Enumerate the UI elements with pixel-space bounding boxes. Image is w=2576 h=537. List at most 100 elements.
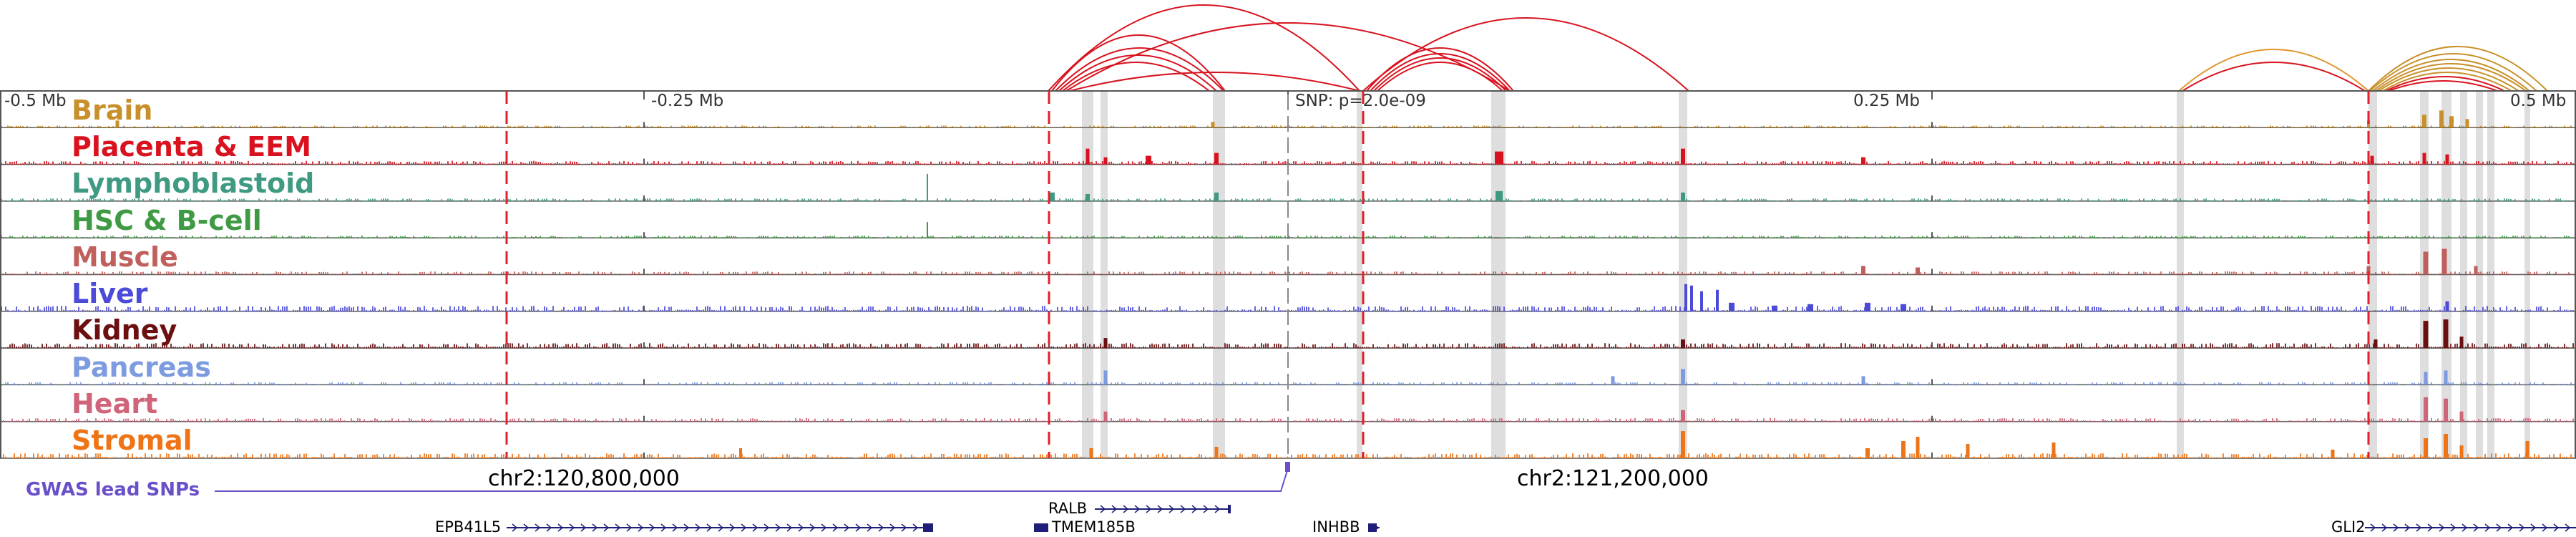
track-peak (2423, 321, 2429, 349)
chromatin-loop-arc (1377, 62, 1503, 92)
track-peak (1684, 284, 1687, 311)
track-peak (2444, 370, 2448, 385)
track-peak (1103, 157, 1108, 165)
track-label-lymphoblastoid: Lymphoblastoid (72, 168, 315, 199)
gene-strand-arrow (844, 523, 850, 532)
gene-strand-arrow (1134, 505, 1141, 513)
chromatin-loop-arc (2382, 72, 2512, 92)
track-peak (1681, 192, 1685, 201)
gene-strand-arrow (615, 523, 621, 532)
track-label-hsc-bcell: HSC & B-cell (72, 205, 262, 236)
chromatin-loop-arc (1370, 53, 1511, 92)
gene-strand-arrow (718, 523, 724, 532)
track-peak (2444, 434, 2448, 458)
gene-strand-arrow (2404, 523, 2411, 532)
gene-label-ralb: RALB (1048, 500, 1088, 517)
gene-strand-arrow (752, 523, 758, 532)
track-peak (2373, 339, 2378, 349)
gene-strand-arrow (2439, 523, 2445, 532)
track-peak (1089, 448, 1093, 458)
gwas-snp-marker (1285, 462, 1290, 472)
track-peak (739, 448, 742, 458)
coordinate-right: chr2:121,200,000 (1517, 466, 1709, 491)
gene-strand-arrow (889, 523, 896, 532)
track-peak (1611, 376, 1615, 385)
track-peak (1861, 376, 1865, 385)
track-peak (1085, 193, 1090, 201)
track-label-kidney: Kidney (72, 314, 177, 346)
track-peak (1681, 339, 1685, 349)
track-peak (1103, 338, 1108, 349)
chromatin-loop-arc (2372, 59, 2530, 92)
gene-ralb (1095, 505, 1231, 513)
track-peak (1214, 192, 1219, 201)
gene-strand-arrow (512, 523, 518, 532)
gene-strand-arrow (798, 523, 804, 532)
gene-strand-arrow (1214, 505, 1221, 513)
track-peak (2051, 442, 2056, 458)
track-peak (2422, 153, 2426, 165)
gene-strand-arrow (821, 523, 827, 532)
chromatin-loop-arc (2375, 63, 2527, 92)
gene-strand-arrow (580, 523, 587, 532)
gene-strand-arrow (912, 523, 919, 532)
chromatin-loop-arc (2178, 49, 2369, 92)
track-peak (1496, 190, 1503, 201)
track-peak (1681, 148, 1685, 165)
signal-track-lymphoblastoid (0, 173, 2576, 202)
track-label-stromal: Stromal (72, 425, 192, 456)
gene-strand-arrow (535, 523, 541, 532)
track-label-pancreas: Pancreas (72, 352, 211, 383)
axis-end-label: 0.5 Mb (2510, 92, 2567, 110)
gene-epb41l5 (507, 523, 933, 532)
track-peak (1861, 157, 1865, 165)
gene-strand-arrow (683, 523, 690, 532)
gene-strand-arrow (2370, 523, 2376, 532)
gene-exon (1368, 523, 1377, 532)
axis-start-label: -0.5 Mb (4, 92, 67, 110)
track-peak (1146, 155, 1151, 165)
track-label-heart: Heart (72, 388, 158, 420)
gene-strand-arrow (2473, 523, 2479, 532)
gene-strand-arrow (557, 523, 564, 532)
gene-strand-arrow (1203, 505, 1209, 513)
track-peak (1916, 267, 1920, 275)
gene-strand-arrow (775, 523, 781, 532)
track-peak (1916, 437, 1920, 458)
gene-strand-arrow (523, 523, 530, 532)
chromatin-loop-arc (1373, 57, 1507, 92)
gene-strand-arrow (855, 523, 862, 532)
chromatin-loop-arc (2369, 53, 2537, 92)
chromatin-loop-arc (1062, 62, 1210, 92)
axis-snp-label: SNP: p=2.0e-09 (1295, 92, 1426, 110)
chromatin-loop-arc (2378, 67, 2519, 92)
chromatin-loop-arc (1366, 47, 1514, 92)
gene-strand-arrow (2381, 523, 2388, 532)
track-peak (2331, 450, 2335, 458)
track-peak (1681, 431, 1685, 458)
gene-strand-arrow (2496, 523, 2502, 532)
track-peak (2525, 441, 2529, 458)
gene-strand-arrow (649, 523, 655, 532)
track-peak (1103, 411, 1108, 422)
gene-strand-arrow (638, 523, 644, 532)
coordinate-left: chr2:120,800,000 (488, 466, 680, 491)
gene-label-gli2: GLI2 (2331, 518, 2366, 536)
gene-strand-arrow (2507, 523, 2514, 532)
dashed-markers (505, 91, 2370, 458)
gwas-label: GWAS lead SNPs (26, 479, 200, 500)
gene-strand-arrow (695, 523, 701, 532)
gene-strand-arrow (1180, 505, 1186, 513)
gene-exon (923, 523, 933, 532)
track-peak (927, 222, 928, 238)
gene-gli2 (2365, 523, 2576, 532)
chromatin-loop-arc (1058, 54, 1217, 92)
chromatin-loop-arc (1051, 34, 1226, 92)
track-peak (1901, 441, 1906, 458)
gene-strand-arrow (569, 523, 575, 532)
track-peak (2366, 266, 2371, 275)
track-peak (2459, 411, 2464, 422)
gene-strand-arrow (706, 523, 713, 532)
track-peak (2424, 438, 2428, 458)
